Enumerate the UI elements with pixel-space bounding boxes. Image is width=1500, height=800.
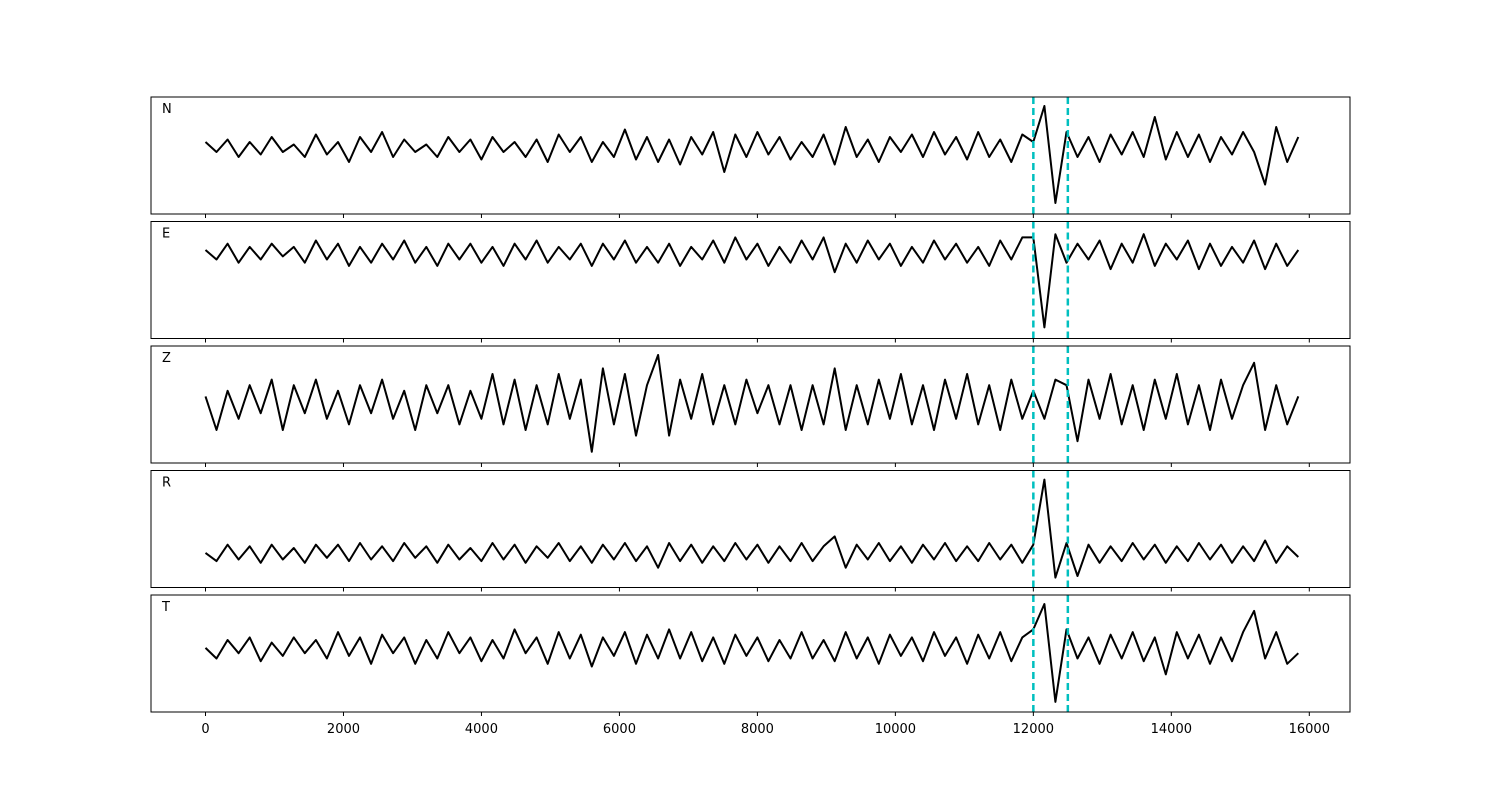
waveform	[204, 603, 1299, 703]
waveform	[204, 478, 1299, 579]
x-tick-label: 0	[201, 722, 209, 737]
waveform	[204, 233, 1300, 329]
x-tick-label: 16000	[1289, 722, 1330, 737]
panel-label: T	[161, 600, 170, 615]
x-tick-label: 6000	[603, 722, 636, 737]
waveform	[204, 105, 1300, 204]
waveform	[204, 354, 1300, 453]
x-tick-label: 12000	[1013, 722, 1054, 737]
x-tick-label: 4000	[465, 722, 498, 737]
panel-label: N	[162, 102, 172, 117]
x-tick-label: 2000	[327, 722, 360, 737]
x-tick-label: 8000	[741, 722, 774, 737]
x-tick-label: 10000	[875, 722, 916, 737]
panel-label: R	[162, 476, 171, 491]
panel-frame	[150, 221, 1351, 339]
panel-frame	[150, 96, 1351, 215]
x-tick-label: 14000	[1151, 722, 1192, 737]
panel-frame	[150, 470, 1351, 588]
panel-frame	[150, 594, 1351, 713]
panel-label: Z	[162, 351, 171, 366]
panel-frame	[150, 345, 1351, 464]
panel-label: E	[162, 227, 170, 242]
